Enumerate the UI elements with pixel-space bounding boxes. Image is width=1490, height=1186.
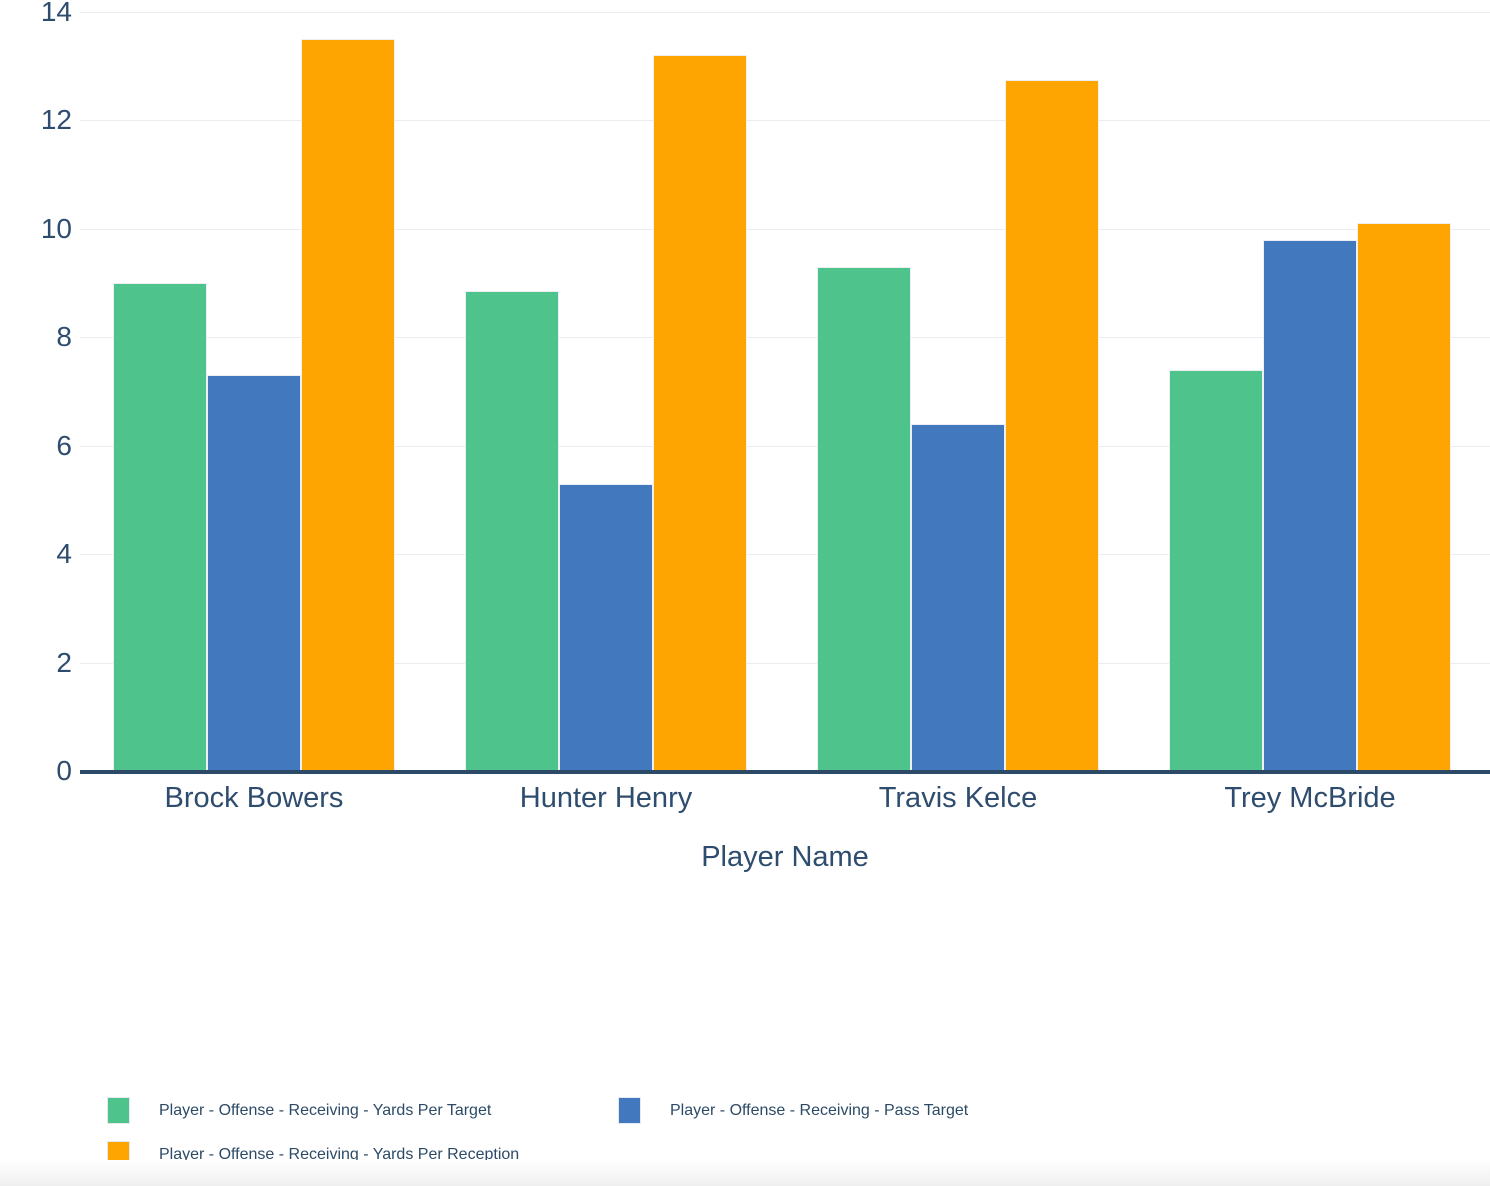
bar-travis-kelce-yards-per-reception[interactable]	[1005, 80, 1099, 771]
x-axis-title: Player Name	[701, 841, 869, 873]
x-tick-label-travis-kelce: Travis Kelce	[878, 782, 1038, 814]
legend-label: Player - Offense - Receiving - Pass Targ…	[670, 1102, 969, 1119]
bar-hunter-henry-yards-per-reception[interactable]	[653, 55, 747, 771]
bar-trey-mcbride-yards-per-target[interactable]	[1169, 370, 1263, 771]
legend-item-yards-per-target[interactable]: Player - Offense - Receiving - Yards Per…	[107, 1097, 491, 1124]
y-tick-label-2: 2	[56, 647, 72, 678]
legend-swatch-yards-per-target-icon	[107, 1097, 130, 1124]
gridline-y-6	[80, 446, 1490, 447]
bar-travis-kelce-yards-per-target[interactable]	[817, 267, 911, 771]
legend-label: Player - Offense - Receiving - Yards Per…	[159, 1102, 492, 1119]
legend-swatch-pass-target-icon	[618, 1097, 641, 1124]
x-tick-label-brock-bowers: Brock Bowers	[164, 782, 344, 814]
x-tick-label-trey-mcbride: Trey McBride	[1224, 782, 1396, 814]
gridline-y-14	[80, 12, 1490, 13]
gridline-y-4	[80, 554, 1490, 555]
bar-trey-mcbride-pass-target[interactable]	[1263, 240, 1357, 771]
y-tick-label-12: 12	[40, 104, 72, 135]
bar-hunter-henry-pass-target[interactable]	[559, 484, 653, 771]
gridline-y-8	[80, 337, 1490, 338]
y-tick-label-14: 14	[40, 0, 72, 27]
gridline-y-10	[80, 229, 1490, 230]
bar-trey-mcbride-yards-per-reception[interactable]	[1357, 223, 1451, 771]
gridline-y-12	[80, 120, 1490, 121]
x-tick-label-hunter-henry: Hunter Henry	[519, 782, 693, 814]
bar-brock-bowers-pass-target[interactable]	[207, 375, 301, 771]
y-tick-label-0: 0	[56, 755, 72, 786]
y-tick-label-6: 6	[56, 430, 72, 461]
bar-travis-kelce-pass-target[interactable]	[911, 424, 1005, 771]
bottom-divider	[0, 1160, 1490, 1186]
bar-brock-bowers-yards-per-reception[interactable]	[301, 39, 395, 771]
legend-label: Player - Offense - Receiving - Yards Per…	[159, 1146, 520, 1163]
y-tick-label-8: 8	[56, 321, 72, 352]
gridline-y-2	[80, 663, 1490, 664]
y-tick-label-10: 10	[40, 213, 72, 244]
x-axis-line	[80, 770, 1490, 774]
y-tick-label-4: 4	[56, 538, 72, 569]
legend-item-pass-target[interactable]: Player - Offense - Receiving - Pass Targ…	[618, 1097, 968, 1124]
bar-brock-bowers-yards-per-target[interactable]	[113, 283, 207, 771]
bar-hunter-henry-yards-per-target[interactable]	[465, 291, 559, 771]
